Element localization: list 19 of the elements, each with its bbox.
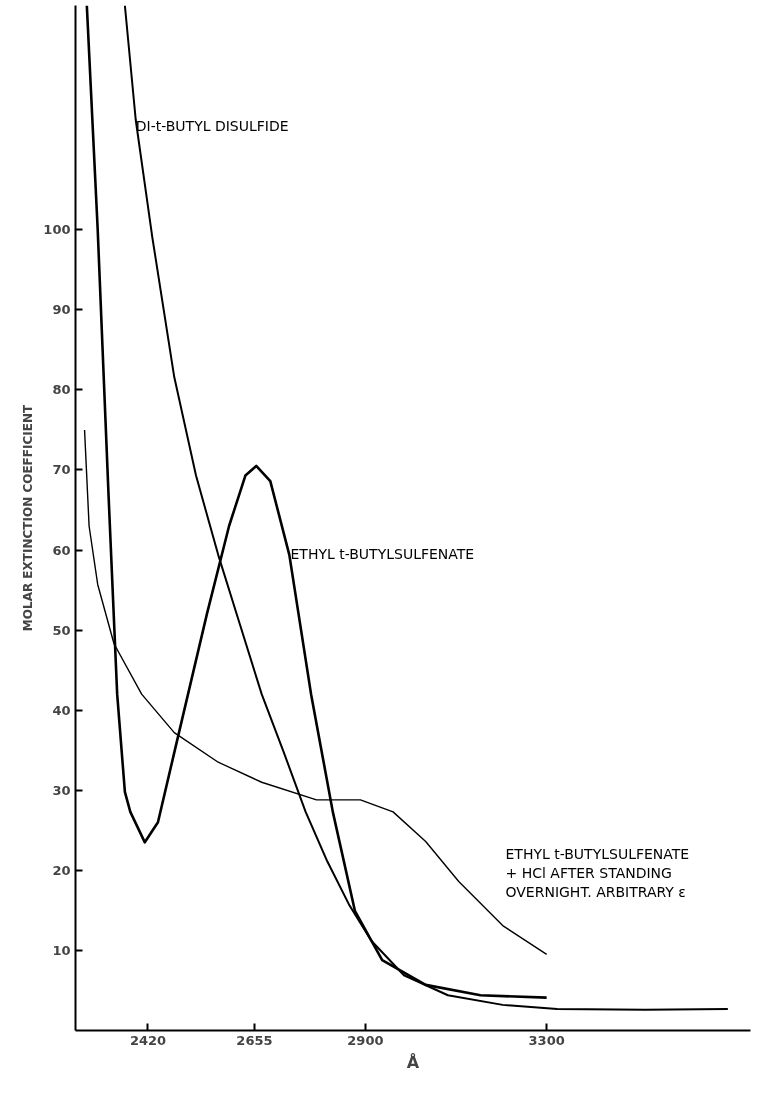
y-tick-label: 50 xyxy=(52,622,71,638)
annotation: ETHYL t-BUTYLSULFENATE xyxy=(290,545,475,562)
y-tick-label: 30 xyxy=(52,782,71,798)
x-tick-label: 2420 xyxy=(129,1032,167,1048)
x-axis-title: Å xyxy=(406,1052,420,1072)
y-tick-label: 70 xyxy=(52,462,71,478)
y-axis-title: MOLAR EXTINCTION COEFFICIENT xyxy=(21,404,36,632)
y-tick-label: 10 xyxy=(52,942,71,958)
y-tick-label: 90 xyxy=(52,302,71,318)
annotation: DI-t-BUTYL DISULFIDE xyxy=(135,117,289,134)
y-tick-label: 60 xyxy=(52,542,71,558)
x-tick-label: 2900 xyxy=(347,1032,384,1048)
y-tick-label: 20 xyxy=(52,862,71,878)
y-tick-label: 80 xyxy=(52,382,71,398)
y-tick-label: 40 xyxy=(52,702,71,718)
annotation: ETHYL t-BUTYLSULFENATE + HCl AFTER STANDING OVERNIGHT. ARBITRARY ε xyxy=(505,845,690,900)
y-tick-label: 100 xyxy=(43,222,71,238)
x-tick-label: 2655 xyxy=(236,1032,273,1048)
x-tick-label: 3300 xyxy=(528,1032,565,1048)
